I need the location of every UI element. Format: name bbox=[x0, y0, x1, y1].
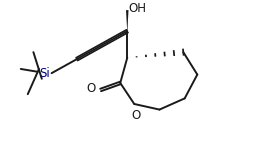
Text: OH: OH bbox=[128, 2, 146, 15]
Polygon shape bbox=[126, 10, 128, 31]
Text: O: O bbox=[131, 109, 140, 122]
Text: Si: Si bbox=[39, 67, 50, 80]
Text: O: O bbox=[86, 82, 95, 95]
